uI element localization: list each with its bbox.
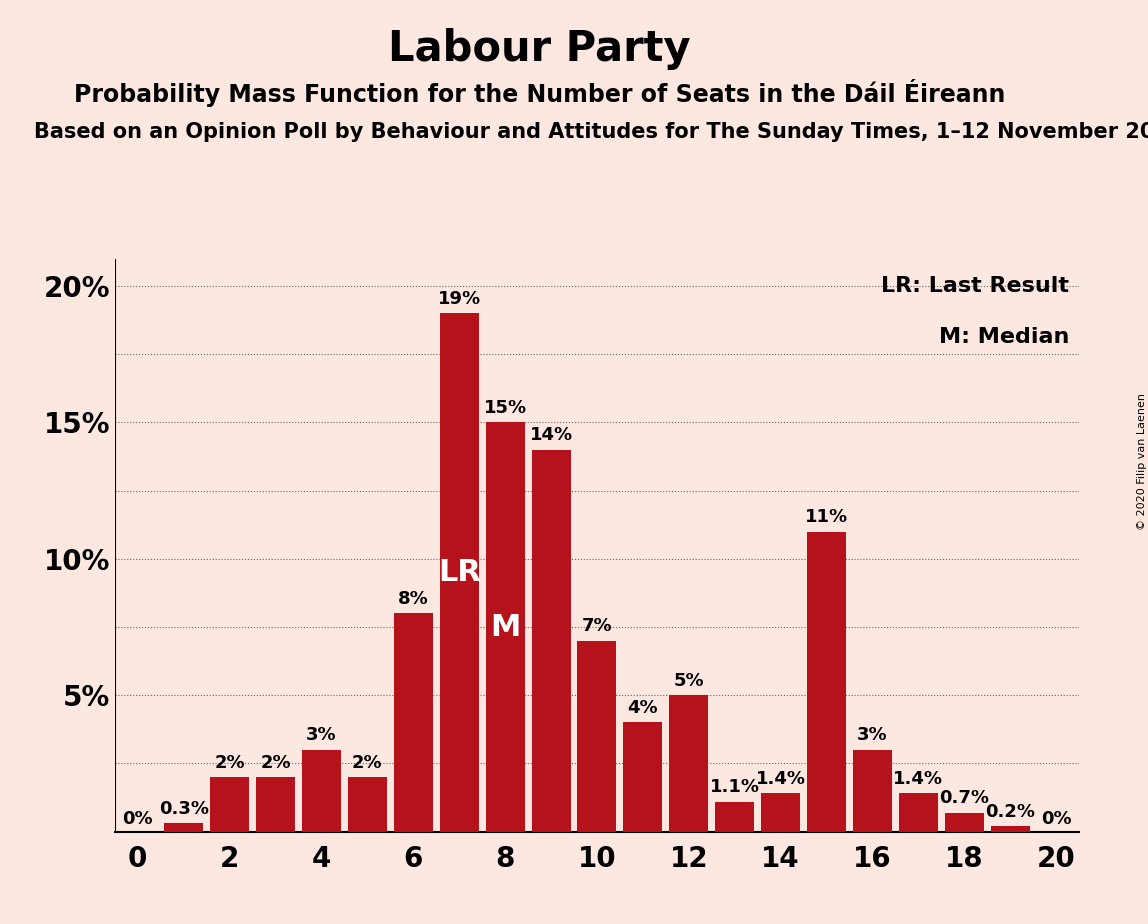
Bar bbox=[348, 777, 387, 832]
Text: 0%: 0% bbox=[1041, 809, 1071, 828]
Text: 0.2%: 0.2% bbox=[985, 803, 1035, 821]
Bar bbox=[715, 802, 754, 832]
Text: LR: LR bbox=[437, 558, 481, 587]
Text: M: M bbox=[490, 613, 520, 641]
Bar bbox=[807, 531, 846, 832]
Bar bbox=[210, 777, 249, 832]
Text: 11%: 11% bbox=[805, 508, 848, 526]
Text: LR: Last Result: LR: Last Result bbox=[882, 276, 1070, 296]
Text: 1.1%: 1.1% bbox=[709, 778, 760, 796]
Text: 14%: 14% bbox=[529, 426, 573, 444]
Text: 2%: 2% bbox=[352, 754, 382, 772]
Bar bbox=[899, 794, 938, 832]
Bar bbox=[761, 794, 800, 832]
Text: 8%: 8% bbox=[398, 590, 428, 608]
Bar bbox=[945, 812, 984, 832]
Text: 2%: 2% bbox=[215, 754, 245, 772]
Text: 4%: 4% bbox=[628, 699, 658, 717]
Bar bbox=[256, 777, 295, 832]
Bar bbox=[991, 826, 1030, 832]
Bar bbox=[394, 614, 433, 832]
Bar bbox=[164, 823, 203, 832]
Text: Probability Mass Function for the Number of Seats in the Dáil Éireann: Probability Mass Function for the Number… bbox=[73, 79, 1006, 106]
Text: 3%: 3% bbox=[858, 726, 887, 745]
Text: 0.7%: 0.7% bbox=[939, 789, 990, 807]
Bar bbox=[669, 695, 708, 832]
Text: 2%: 2% bbox=[261, 754, 290, 772]
Text: 0.3%: 0.3% bbox=[158, 800, 209, 818]
Text: 7%: 7% bbox=[582, 617, 612, 635]
Text: 15%: 15% bbox=[483, 399, 527, 417]
Bar bbox=[577, 640, 616, 832]
Text: 3%: 3% bbox=[307, 726, 336, 745]
Text: 5%: 5% bbox=[674, 672, 704, 689]
Text: Based on an Opinion Poll by Behaviour and Attitudes for The Sunday Times, 1–12 N: Based on an Opinion Poll by Behaviour an… bbox=[34, 122, 1148, 142]
Text: 1.4%: 1.4% bbox=[755, 770, 806, 788]
Text: © 2020 Filip van Laenen: © 2020 Filip van Laenen bbox=[1138, 394, 1147, 530]
Bar bbox=[532, 450, 571, 832]
Text: 1.4%: 1.4% bbox=[893, 770, 944, 788]
Bar bbox=[623, 723, 662, 832]
Text: Labour Party: Labour Party bbox=[388, 28, 691, 69]
Bar bbox=[853, 749, 892, 832]
Text: M: Median: M: Median bbox=[939, 327, 1070, 347]
Text: 0%: 0% bbox=[123, 809, 153, 828]
Bar bbox=[440, 313, 479, 832]
Text: 19%: 19% bbox=[437, 290, 481, 308]
Bar bbox=[486, 422, 525, 832]
Bar bbox=[302, 749, 341, 832]
